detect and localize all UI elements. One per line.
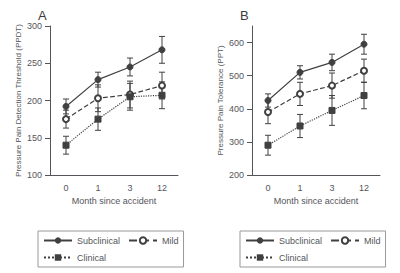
svg-text:Mild: Mild xyxy=(162,236,179,246)
svg-text:150: 150 xyxy=(27,133,42,143)
svg-text:200: 200 xyxy=(27,96,42,106)
svg-text:3: 3 xyxy=(127,183,132,193)
svg-text:100: 100 xyxy=(27,170,42,180)
svg-text:500: 500 xyxy=(229,71,244,81)
svg-text:0: 0 xyxy=(63,183,68,193)
svg-text:Clinical: Clinical xyxy=(279,253,308,263)
svg-text:1: 1 xyxy=(95,183,100,193)
svg-text:A: A xyxy=(38,8,47,23)
svg-text:Mild: Mild xyxy=(364,236,381,246)
svg-text:250: 250 xyxy=(27,58,42,68)
svg-text:Subclinical: Subclinical xyxy=(77,236,120,246)
svg-text:600: 600 xyxy=(229,38,244,48)
svg-text:0: 0 xyxy=(265,183,270,193)
svg-text:Subclinical: Subclinical xyxy=(279,236,322,246)
svg-text:Pressure Pain Tolerance (PPT): Pressure Pain Tolerance (PPT) xyxy=(216,45,225,155)
svg-text:Month since accident: Month since accident xyxy=(72,196,157,206)
svg-text:3: 3 xyxy=(329,183,334,193)
svg-text:300: 300 xyxy=(27,21,42,31)
svg-text:Pressure Pain Detection Thresh: Pressure Pain Detection Threshold (PPDT) xyxy=(14,24,23,177)
svg-text:12: 12 xyxy=(157,183,167,193)
svg-text:1: 1 xyxy=(297,183,302,193)
svg-text:Month since accident: Month since accident xyxy=(274,196,359,206)
svg-text:300: 300 xyxy=(229,137,244,147)
svg-text:B: B xyxy=(240,8,249,23)
svg-text:Clinical: Clinical xyxy=(77,253,106,263)
svg-text:400: 400 xyxy=(229,104,244,114)
svg-text:12: 12 xyxy=(359,183,369,193)
svg-text:200: 200 xyxy=(229,170,244,180)
